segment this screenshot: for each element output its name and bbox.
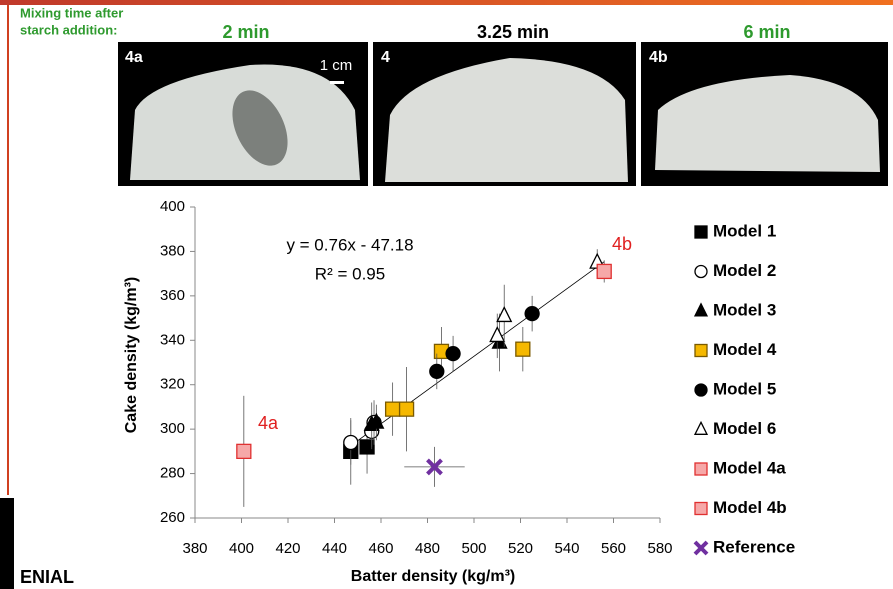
- mixing-label: starch addition:: [20, 22, 118, 37]
- x-axis-title: Batter density (kg/m³): [351, 568, 515, 585]
- r-squared: R² = 0.95: [315, 264, 385, 283]
- x-tick-label: 380: [182, 540, 207, 557]
- marker: [694, 225, 708, 239]
- x-tick-label: 480: [415, 540, 440, 557]
- logo-block: [0, 498, 14, 589]
- y-tick-label: 380: [160, 242, 185, 259]
- annotation: 4a: [258, 413, 279, 433]
- marker: [515, 341, 531, 357]
- chart: 260 280 300 320 340 360 380 400 380 400 420 440 460 4…: [123, 198, 795, 585]
- marker: [524, 305, 540, 322]
- y-tick-label: 360: [160, 287, 185, 304]
- marker: [596, 263, 612, 280]
- marker: [694, 462, 708, 476]
- marker: [445, 345, 461, 362]
- photo-label: 4b: [649, 49, 668, 66]
- marker: [694, 501, 708, 516]
- legend-label: Model 5: [713, 379, 776, 398]
- x-tick-label: 520: [508, 540, 533, 557]
- time-label: 6 min: [743, 22, 790, 42]
- photo-label: 4a: [125, 49, 143, 66]
- marker: [693, 420, 709, 435]
- y-tick-label: 340: [160, 331, 185, 348]
- legend-label: Model 4a: [713, 458, 786, 477]
- side-rule: [7, 5, 9, 495]
- scale-label: 1 cm: [320, 57, 353, 74]
- photo: 4a 1 cm: [118, 42, 368, 186]
- legend-label: Model 2: [713, 261, 776, 280]
- marker: [693, 540, 709, 556]
- equation: y = 0.76x - 47.18: [286, 235, 413, 254]
- time-label: 2 min: [222, 22, 269, 42]
- legend-label: Reference: [713, 537, 795, 556]
- marker: [489, 325, 506, 343]
- marker: [694, 264, 708, 279]
- photo: 4b: [641, 42, 888, 186]
- marker: [429, 363, 445, 380]
- y-tick-label: 260: [160, 509, 185, 526]
- x-tick-label: 580: [647, 540, 672, 557]
- legend-label: Model 1: [713, 221, 776, 240]
- logo-text: ENIAL: [20, 567, 74, 587]
- x-tick-label: 540: [554, 540, 579, 557]
- marker: [426, 458, 443, 476]
- x-tick-label: 420: [275, 540, 300, 557]
- marker: [693, 302, 709, 317]
- photo-label: 4: [381, 49, 390, 66]
- x-tick-label: 400: [229, 540, 254, 557]
- legend-label: Model 4: [713, 340, 777, 359]
- x-tick-label: 440: [322, 540, 347, 557]
- marker: [694, 383, 708, 397]
- marker: [384, 401, 401, 417]
- marker: [236, 443, 252, 460]
- legend-label: Model 6: [713, 419, 776, 438]
- marker: [496, 305, 513, 323]
- x-tick-label: 460: [368, 540, 393, 557]
- marker: [343, 434, 359, 451]
- legend-label: Model 3: [713, 300, 776, 319]
- time-label: 3.25 min: [477, 22, 549, 42]
- y-tick-label: 320: [160, 376, 185, 393]
- photo: 4: [373, 42, 636, 186]
- top-bar: [0, 0, 893, 5]
- marker: [398, 401, 415, 417]
- x-tick-label: 500: [461, 540, 486, 557]
- y-tick-label: 280: [160, 465, 185, 482]
- marker: [368, 412, 385, 429]
- y-tick-label: 300: [160, 420, 185, 437]
- marker: [359, 439, 375, 455]
- annotation: 4b: [612, 234, 632, 254]
- marker: [694, 343, 708, 358]
- y-axis-title: Cake density (kg/m³): [123, 277, 140, 433]
- y-tick-label: 400: [160, 198, 185, 215]
- x-tick-label: 560: [601, 540, 626, 557]
- trendline: [345, 261, 605, 450]
- legend-label: Model 4b: [713, 498, 787, 517]
- mixing-label: Mixing time after: [20, 5, 123, 20]
